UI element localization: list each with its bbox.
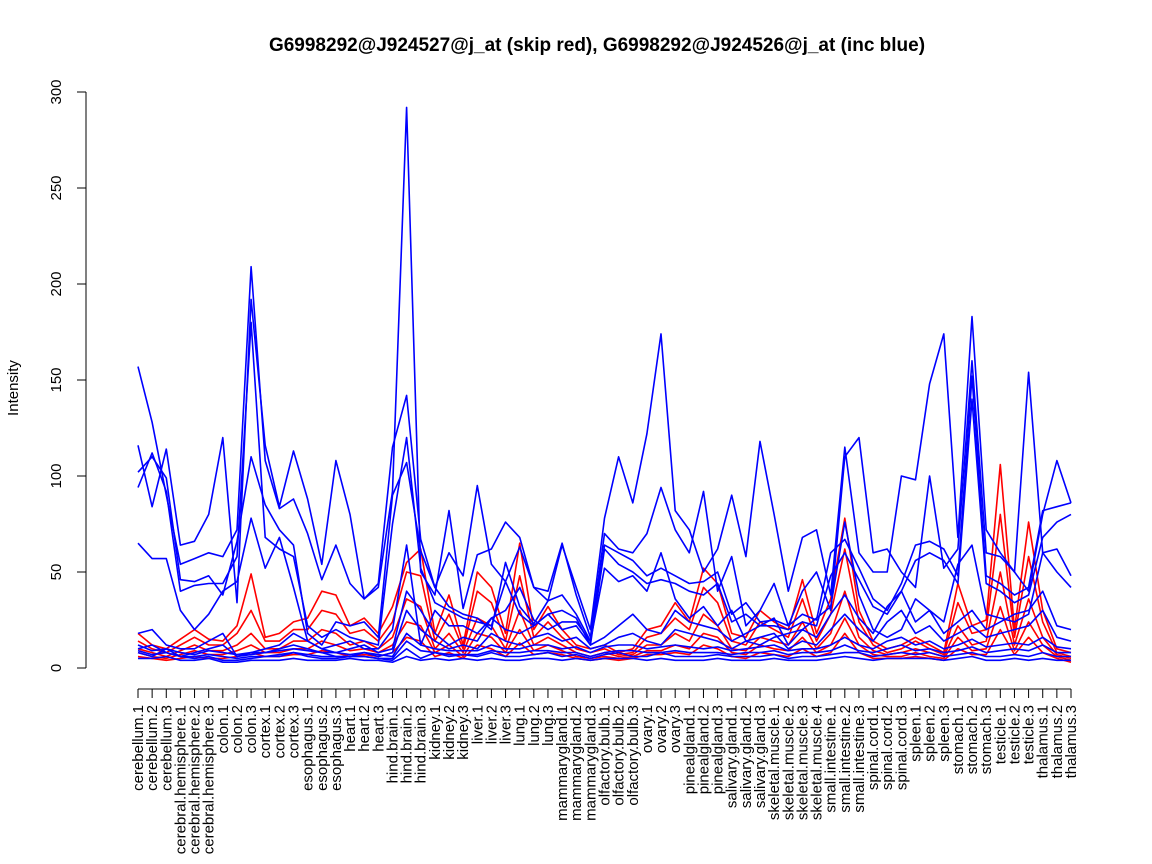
x-tick-label: lung.3 xyxy=(540,705,557,746)
x-tick-label: thalamus.2 xyxy=(1049,705,1066,778)
x-tick-label: skeletal.muscle.1 xyxy=(766,705,783,820)
x-tick-label: ovary.3 xyxy=(667,705,684,753)
x-tick-label: testicle.3 xyxy=(1021,705,1038,764)
x-tick-label: colon.1 xyxy=(215,705,232,753)
x-tick-label: cerebral.hemisphere.1 xyxy=(172,705,189,854)
x-tick-label: cerebellum.2 xyxy=(144,705,161,791)
x-tick-label: esophagus.1 xyxy=(300,705,317,791)
x-tick-label: skeletal.muscle.4 xyxy=(809,705,826,820)
x-tick-label: pinealgland.3 xyxy=(710,705,727,794)
inc-series-line xyxy=(137,375,1072,646)
x-tick-label: pinealgland.1 xyxy=(681,705,698,794)
inc-series-line xyxy=(137,640,1071,660)
x-tick-label: heart.3 xyxy=(370,705,387,752)
x-tick-label: thalamus.1 xyxy=(1035,705,1052,778)
x-tick-label: cortex.2 xyxy=(271,705,288,758)
x-tick-label: kidney.2 xyxy=(441,705,458,760)
x-tick-label: cortex.3 xyxy=(286,705,303,758)
x-tick-label: spinal.cord.3 xyxy=(893,705,910,790)
x-tick-label: heart.2 xyxy=(356,705,373,752)
x-tick-label: colon.3 xyxy=(243,705,260,753)
x-tick-label: olfactory.bulb.2 xyxy=(611,705,628,806)
x-tick-label: heart.1 xyxy=(342,705,359,752)
x-tick-label: colon.2 xyxy=(229,705,246,753)
x-tick-label: olfactory.bulb.3 xyxy=(625,705,642,806)
inc-series-line xyxy=(137,106,1072,631)
x-tick-label: kidney.3 xyxy=(455,705,472,760)
x-tick-label: mammarygland.3 xyxy=(582,705,599,821)
x-tick-label: salivary.gland.2 xyxy=(738,705,755,808)
x-tick-label: ovary.1 xyxy=(639,705,656,753)
y-tick-label: 250 xyxy=(48,175,65,200)
x-tick-label: small.intestine.1 xyxy=(823,705,840,813)
y-axis: 0 50 100 150 200 250 300 xyxy=(48,79,87,672)
x-tick-label: cerebellum.1 xyxy=(130,705,147,791)
inc-series-line xyxy=(137,517,1072,650)
y-tick-label: 50 xyxy=(48,564,65,581)
x-tick-label: cerebral.hemisphere.3 xyxy=(201,705,218,854)
x-tick-label: liver.1 xyxy=(469,705,486,744)
chart-title: G6998292@J924527@j_at (skip red), G69982… xyxy=(269,35,925,56)
x-tick-label: ovary.2 xyxy=(653,705,670,753)
inc-series-line xyxy=(137,609,1072,658)
y-tick-label: 150 xyxy=(48,367,65,392)
x-tick-label: liver.2 xyxy=(483,705,500,744)
x-tick-label: testicle.2 xyxy=(1006,705,1023,764)
plot-area xyxy=(137,106,1072,664)
x-tick-label: thalamus.3 xyxy=(1063,705,1080,778)
x-tick-label: mammarygland.1 xyxy=(554,705,571,821)
x-tick-label: stomach.2 xyxy=(964,705,981,774)
x-tick-label: stomach.3 xyxy=(978,705,995,774)
x-tick-label: esophagus.3 xyxy=(328,705,345,791)
x-tick-label: skeletal.muscle.2 xyxy=(780,705,797,820)
inc-series-line xyxy=(137,298,1072,639)
x-tick-label: stomach.1 xyxy=(950,705,967,774)
x-tick-label: salivary.gland.3 xyxy=(752,705,769,808)
x-tick-label: spleen.3 xyxy=(936,705,953,762)
x-tick-label: pinealgland.2 xyxy=(695,705,712,794)
skip-series-line xyxy=(137,463,1072,654)
x-tick-label: hind.brain.1 xyxy=(384,705,401,783)
y-tick-label: 300 xyxy=(48,79,65,104)
x-tick-label: spleen.1 xyxy=(908,705,925,762)
x-tick-label: hind.brain.3 xyxy=(413,705,430,783)
x-tick-label: cerebral.hemisphere.2 xyxy=(187,705,204,854)
y-tick-label: 100 xyxy=(48,463,65,488)
x-tick-label: spinal.cord.1 xyxy=(865,705,882,790)
x-tick-label: cortex.1 xyxy=(257,705,274,758)
inc-series-line xyxy=(137,632,1072,658)
x-tick-label: hind.brain.2 xyxy=(399,705,416,783)
x-tick-label: spleen.2 xyxy=(922,705,939,762)
skip-series-line xyxy=(137,513,1072,658)
x-tick-label: small.intestine.3 xyxy=(851,705,868,813)
y-axis-label: Intensity xyxy=(5,360,22,416)
x-tick-label: lung.2 xyxy=(526,705,543,746)
inc-series-line xyxy=(137,590,1072,658)
x-tick-label: mammarygland.2 xyxy=(568,705,585,821)
x-tick-label: kidney.1 xyxy=(427,705,444,760)
x-tick-label: cerebellum.3 xyxy=(158,705,175,791)
y-tick-label: 0 xyxy=(48,664,65,672)
x-tick-label: salivary.gland.1 xyxy=(724,705,741,808)
x-tick-label: testicle.1 xyxy=(992,705,1009,764)
x-tick-label: olfactory.bulb.1 xyxy=(597,705,614,806)
x-axis: cerebellum.1cerebellum.2cerebellum.3cere… xyxy=(130,688,1080,854)
x-tick-label: esophagus.2 xyxy=(314,705,331,791)
x-tick-label: small.intestine.2 xyxy=(837,705,854,813)
x-tick-label: liver.3 xyxy=(498,705,515,744)
y-tick-label: 200 xyxy=(48,271,65,296)
inc-series-line xyxy=(137,321,1072,646)
x-tick-label: spinal.cord.2 xyxy=(879,705,896,790)
x-tick-label: skeletal.muscle.3 xyxy=(794,705,811,820)
x-tick-label: lung.1 xyxy=(512,705,529,746)
inc-series-line xyxy=(138,655,1071,664)
